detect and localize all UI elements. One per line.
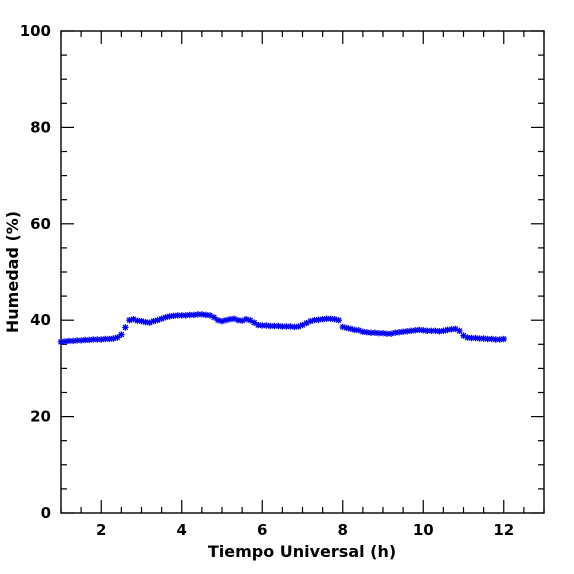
data-point	[456, 327, 463, 335]
axis-ticks	[60, 30, 545, 514]
x-tick-label: 4	[177, 521, 187, 539]
x-tick-label: 6	[257, 521, 267, 539]
x-tick-label: 8	[338, 521, 348, 539]
y-tick-label: 40	[30, 311, 51, 329]
data-point	[118, 331, 125, 338]
y-tick-label: 80	[30, 118, 51, 136]
data-point	[122, 324, 129, 331]
data-point	[234, 317, 242, 324]
y-tick-labels: 0 20 40 60 80 100	[20, 22, 51, 522]
data-point	[138, 317, 145, 325]
plot-frame	[60, 30, 545, 514]
data-point	[162, 314, 169, 321]
data-point	[500, 335, 507, 343]
x-tick-label: 12	[493, 521, 514, 539]
y-axis-title: Humedad (%)	[3, 211, 22, 333]
y-tick-label: 20	[30, 408, 51, 426]
y-tick-label: 60	[30, 215, 51, 233]
x-axis-title: Tiempo Universal (h)	[208, 542, 396, 561]
x-tick-labels: 2 4 6 8 10 12	[96, 521, 514, 539]
data-point	[210, 314, 218, 321]
x-tick-label: 2	[96, 521, 106, 539]
x-tick-label: 10	[413, 521, 434, 539]
data-point	[440, 327, 447, 335]
data-point	[114, 334, 121, 341]
data-point	[387, 330, 395, 337]
data-point	[154, 317, 161, 324]
data-point	[335, 317, 342, 324]
y-tick-label: 100	[20, 22, 51, 40]
data-series	[57, 311, 507, 346]
y-tick-label: 0	[41, 504, 51, 522]
